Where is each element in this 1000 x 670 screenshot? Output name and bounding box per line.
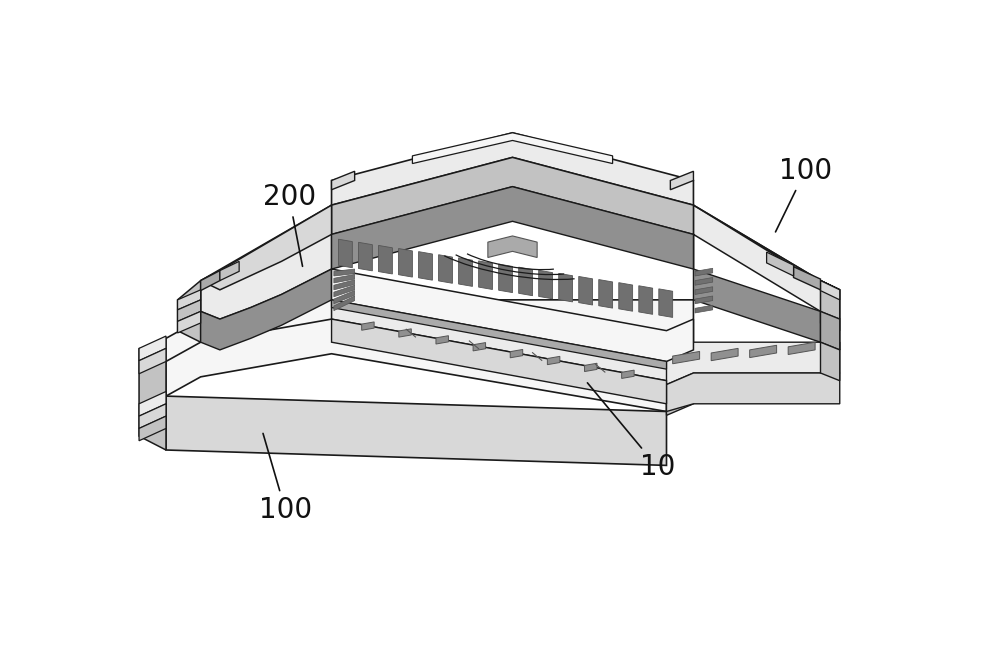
Text: 10: 10 (587, 383, 675, 481)
Polygon shape (412, 133, 613, 163)
Polygon shape (338, 239, 352, 268)
Polygon shape (139, 416, 166, 441)
Polygon shape (639, 285, 653, 314)
Polygon shape (178, 300, 201, 322)
Polygon shape (695, 306, 713, 313)
Polygon shape (334, 291, 355, 304)
Polygon shape (622, 370, 634, 379)
Polygon shape (166, 300, 693, 381)
Polygon shape (693, 205, 840, 319)
Polygon shape (419, 252, 432, 280)
Polygon shape (539, 270, 553, 299)
Polygon shape (666, 373, 840, 411)
Polygon shape (332, 133, 693, 205)
Polygon shape (488, 236, 537, 257)
Polygon shape (399, 329, 411, 337)
Polygon shape (559, 273, 573, 302)
Text: 100: 100 (776, 157, 832, 232)
Polygon shape (178, 281, 201, 342)
Polygon shape (139, 336, 166, 360)
Polygon shape (788, 342, 815, 354)
Polygon shape (220, 261, 239, 281)
Polygon shape (334, 275, 355, 283)
Polygon shape (178, 312, 201, 333)
Polygon shape (695, 277, 713, 285)
Polygon shape (695, 268, 713, 276)
Polygon shape (510, 350, 523, 358)
Polygon shape (473, 342, 486, 351)
Polygon shape (695, 287, 713, 294)
Polygon shape (332, 157, 693, 234)
Polygon shape (820, 312, 840, 331)
Polygon shape (459, 258, 472, 286)
Polygon shape (693, 269, 820, 342)
Polygon shape (519, 267, 533, 295)
Polygon shape (767, 252, 794, 276)
Polygon shape (166, 396, 666, 466)
Polygon shape (599, 279, 613, 308)
Polygon shape (334, 296, 355, 311)
Polygon shape (619, 283, 633, 312)
Polygon shape (334, 269, 355, 276)
Polygon shape (334, 280, 355, 290)
Polygon shape (332, 319, 666, 404)
Polygon shape (139, 404, 166, 428)
Polygon shape (332, 269, 693, 361)
Polygon shape (695, 296, 713, 304)
Polygon shape (499, 264, 512, 293)
Polygon shape (332, 172, 355, 190)
Polygon shape (139, 348, 166, 450)
Polygon shape (178, 290, 201, 310)
Polygon shape (358, 243, 372, 271)
Polygon shape (332, 292, 693, 381)
Polygon shape (794, 267, 820, 290)
Polygon shape (579, 277, 593, 305)
Polygon shape (820, 342, 840, 381)
Polygon shape (201, 269, 332, 350)
Polygon shape (201, 205, 332, 319)
Polygon shape (479, 261, 492, 289)
Polygon shape (666, 369, 693, 415)
Polygon shape (439, 255, 452, 283)
Polygon shape (139, 391, 166, 416)
Polygon shape (670, 172, 693, 190)
Polygon shape (332, 187, 693, 269)
Polygon shape (693, 205, 840, 290)
Polygon shape (332, 300, 666, 369)
Polygon shape (750, 345, 777, 358)
Polygon shape (820, 281, 840, 300)
Text: 200: 200 (263, 184, 316, 266)
Text: 100: 100 (259, 433, 312, 524)
Polygon shape (436, 336, 448, 344)
Polygon shape (659, 289, 673, 318)
Polygon shape (139, 348, 166, 374)
Polygon shape (820, 312, 840, 350)
Polygon shape (166, 319, 666, 411)
Polygon shape (547, 356, 560, 364)
Polygon shape (334, 285, 355, 297)
Polygon shape (820, 281, 840, 350)
Polygon shape (201, 205, 332, 290)
Polygon shape (711, 348, 738, 360)
Polygon shape (673, 352, 700, 364)
Polygon shape (585, 363, 597, 372)
Polygon shape (362, 322, 374, 330)
Polygon shape (399, 249, 412, 277)
Polygon shape (201, 271, 220, 291)
Polygon shape (379, 245, 392, 274)
Polygon shape (666, 342, 840, 385)
